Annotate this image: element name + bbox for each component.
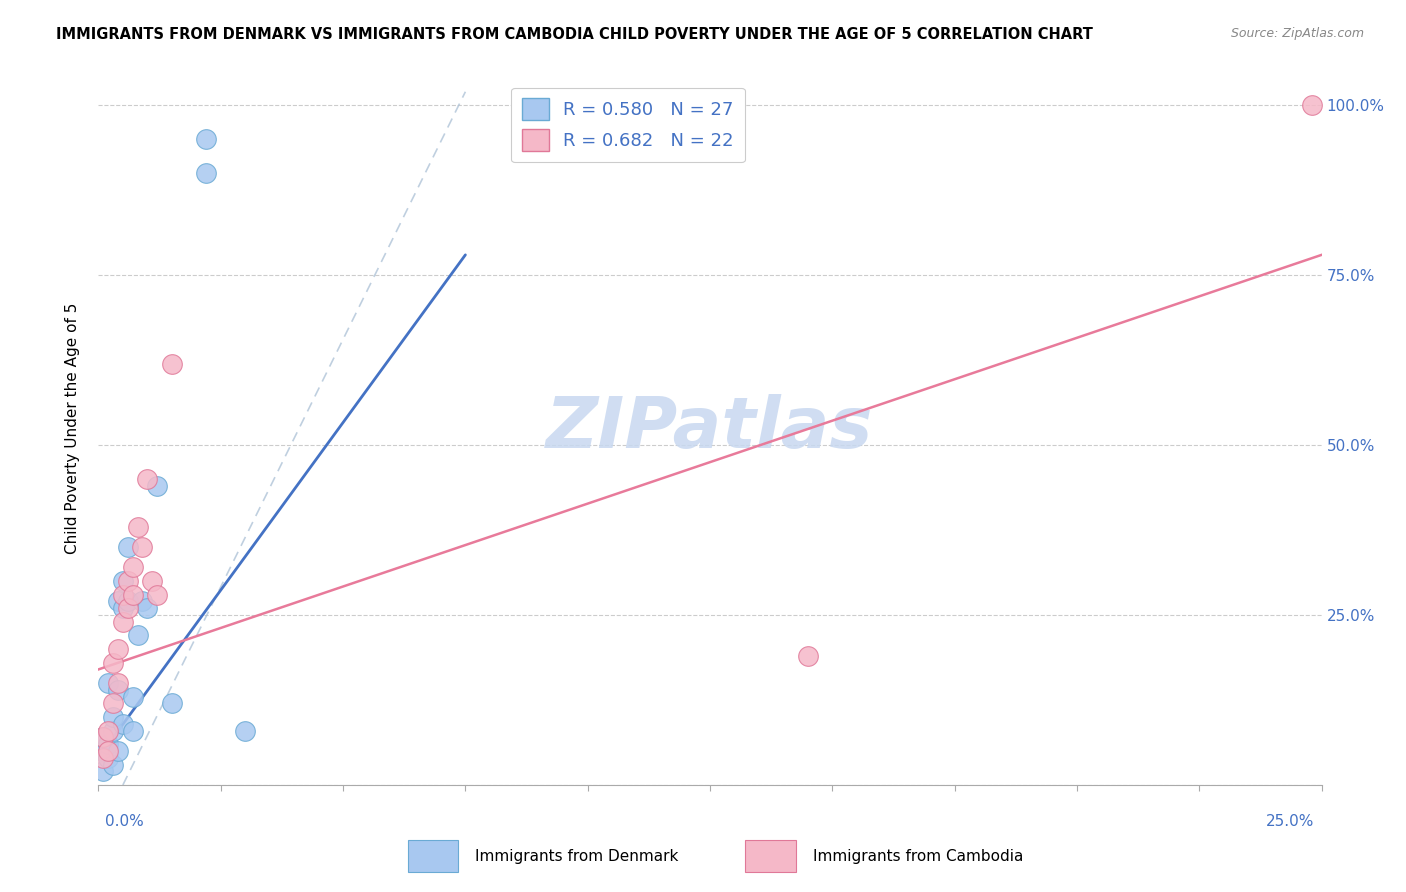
Point bbox=[101, 723, 124, 738]
Point bbox=[91, 764, 114, 779]
Point bbox=[91, 731, 114, 745]
Point bbox=[97, 737, 120, 751]
Point bbox=[121, 588, 143, 602]
Bar bbox=[408, 840, 458, 872]
Point bbox=[797, 648, 820, 663]
Point bbox=[97, 751, 120, 765]
Point bbox=[101, 757, 124, 772]
Point bbox=[101, 656, 124, 670]
Point bbox=[121, 723, 143, 738]
Point bbox=[136, 601, 159, 615]
Point bbox=[121, 690, 143, 704]
Point bbox=[146, 479, 169, 493]
Point bbox=[107, 744, 129, 758]
Point bbox=[107, 676, 129, 690]
Text: Immigrants from Cambodia: Immigrants from Cambodia bbox=[813, 849, 1024, 863]
Text: 0.0%: 0.0% bbox=[105, 814, 145, 829]
Point bbox=[97, 744, 120, 758]
Point bbox=[131, 540, 153, 554]
Point bbox=[117, 574, 139, 588]
Text: IMMIGRANTS FROM DENMARK VS IMMIGRANTS FROM CAMBODIA CHILD POVERTY UNDER THE AGE : IMMIGRANTS FROM DENMARK VS IMMIGRANTS FR… bbox=[56, 27, 1092, 42]
Point bbox=[111, 588, 134, 602]
Point bbox=[233, 723, 256, 738]
Point bbox=[136, 472, 159, 486]
Point bbox=[111, 601, 134, 615]
Point bbox=[127, 519, 149, 533]
Point bbox=[91, 751, 114, 765]
Point bbox=[160, 357, 183, 371]
Point bbox=[107, 682, 129, 697]
Text: ZIPatlas: ZIPatlas bbox=[547, 393, 873, 463]
Point bbox=[111, 615, 134, 629]
Point bbox=[111, 574, 134, 588]
Point bbox=[107, 594, 129, 608]
Point bbox=[117, 594, 139, 608]
Point bbox=[107, 642, 129, 657]
Point bbox=[195, 166, 218, 180]
Point bbox=[91, 744, 114, 758]
Bar bbox=[745, 840, 796, 872]
Point bbox=[1301, 98, 1323, 112]
Point bbox=[111, 716, 134, 731]
Point bbox=[160, 697, 183, 711]
Point bbox=[146, 588, 169, 602]
Point bbox=[117, 601, 139, 615]
Text: Source: ZipAtlas.com: Source: ZipAtlas.com bbox=[1230, 27, 1364, 40]
Point bbox=[195, 132, 218, 146]
Point bbox=[97, 676, 120, 690]
Point bbox=[117, 540, 139, 554]
Point bbox=[127, 628, 149, 642]
Text: 25.0%: 25.0% bbox=[1267, 814, 1315, 829]
Point bbox=[101, 710, 124, 724]
Text: Immigrants from Denmark: Immigrants from Denmark bbox=[475, 849, 679, 863]
Point bbox=[121, 560, 143, 574]
Point bbox=[131, 594, 153, 608]
Y-axis label: Child Poverty Under the Age of 5: Child Poverty Under the Age of 5 bbox=[65, 302, 80, 554]
Legend: R = 0.580   N = 27, R = 0.682   N = 22: R = 0.580 N = 27, R = 0.682 N = 22 bbox=[512, 87, 745, 162]
Point bbox=[91, 731, 114, 745]
Point bbox=[97, 723, 120, 738]
Point bbox=[101, 697, 124, 711]
Point bbox=[141, 574, 163, 588]
